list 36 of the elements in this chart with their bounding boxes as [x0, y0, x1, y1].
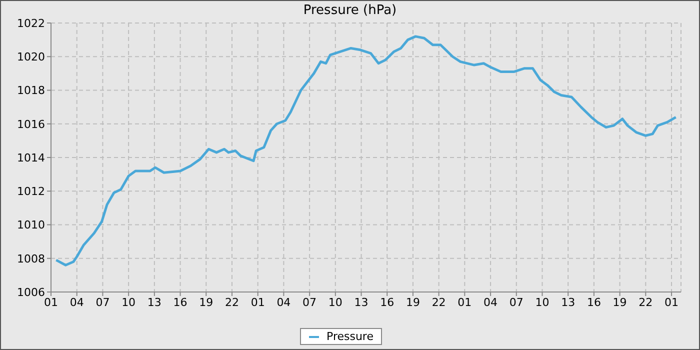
- y-tick-label: 1020: [17, 50, 45, 64]
- x-tick-label: 16: [380, 296, 394, 309]
- x-tick-label: 07: [509, 296, 524, 309]
- y-tick-label: 1018: [17, 84, 45, 98]
- x-tick-label: 04: [276, 296, 291, 309]
- y-tick-label: 1006: [17, 286, 45, 299]
- x-tick-label: 01: [250, 296, 265, 309]
- y-tick-label: 1012: [17, 185, 45, 198]
- y-tick-label: 1008: [17, 252, 45, 266]
- x-tick-label: 10: [328, 296, 342, 309]
- chart-title: Pressure (hPa): [302, 3, 398, 18]
- x-tick-label: 01: [664, 296, 679, 309]
- x-tick-label: 13: [147, 296, 162, 309]
- y-tick-label: 1014: [17, 151, 45, 164]
- x-tick-label: 22: [638, 296, 653, 309]
- x-tick-label: 19: [199, 296, 214, 309]
- x-tick-label: 19: [406, 296, 420, 309]
- x-tick-label: 16: [173, 296, 188, 309]
- x-tick-label: 19: [612, 296, 627, 309]
- x-tick-label: 04: [70, 296, 84, 309]
- y-tick-label: 1022: [17, 16, 45, 30]
- x-tick-label: 04: [484, 296, 498, 309]
- x-tick-label: 10: [122, 296, 136, 309]
- x-tick-label: 10: [535, 296, 550, 309]
- x-tick-label: 13: [561, 296, 576, 309]
- x-tick-label: 16: [586, 296, 601, 309]
- x-tick-label: 01: [458, 296, 472, 309]
- x-tick-label: 22: [432, 296, 446, 309]
- x-tick-label: 07: [96, 296, 110, 309]
- y-tick-label: 1016: [17, 118, 45, 131]
- x-tick-label: 01: [44, 296, 58, 309]
- x-tick-label: 22: [224, 296, 239, 309]
- x-tick-label: 13: [354, 296, 368, 309]
- y-tick-label: 1010: [17, 218, 45, 232]
- legend-label: Pressure: [326, 330, 374, 343]
- x-tick-label: 07: [302, 296, 317, 309]
